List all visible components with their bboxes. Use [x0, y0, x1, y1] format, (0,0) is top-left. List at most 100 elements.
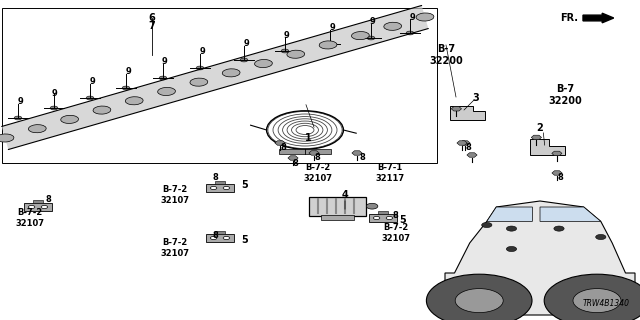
- Text: 8: 8: [45, 196, 51, 204]
- Text: 8: 8: [392, 211, 398, 220]
- Polygon shape: [2, 5, 428, 149]
- Ellipse shape: [222, 69, 240, 77]
- Ellipse shape: [416, 13, 434, 21]
- Text: 8: 8: [359, 154, 365, 163]
- Text: 8: 8: [280, 143, 286, 153]
- Circle shape: [211, 186, 217, 189]
- Polygon shape: [531, 135, 541, 140]
- Text: 9: 9: [125, 68, 131, 76]
- Text: 7: 7: [148, 21, 156, 31]
- Ellipse shape: [190, 78, 208, 86]
- Circle shape: [426, 274, 532, 320]
- Text: B-7
32200: B-7 32200: [429, 44, 463, 66]
- Ellipse shape: [255, 60, 273, 68]
- Bar: [2, 8, 437, 163]
- Circle shape: [196, 66, 204, 70]
- Text: 8: 8: [314, 154, 320, 163]
- Text: B-7-2
32107: B-7-2 32107: [303, 163, 333, 183]
- Circle shape: [28, 205, 35, 209]
- Polygon shape: [445, 201, 635, 315]
- Text: 5: 5: [242, 235, 248, 245]
- Polygon shape: [552, 151, 562, 156]
- Circle shape: [373, 216, 380, 220]
- Circle shape: [41, 205, 47, 209]
- Circle shape: [386, 216, 392, 220]
- Text: 3: 3: [472, 93, 479, 103]
- Circle shape: [50, 106, 58, 110]
- Polygon shape: [540, 207, 601, 221]
- Circle shape: [482, 222, 492, 228]
- Bar: [215, 231, 225, 234]
- Ellipse shape: [157, 87, 175, 95]
- Polygon shape: [352, 151, 362, 155]
- Text: TRW4B1340: TRW4B1340: [583, 299, 630, 308]
- Circle shape: [367, 36, 375, 40]
- Text: 9: 9: [89, 77, 95, 86]
- Circle shape: [455, 289, 503, 313]
- Circle shape: [86, 96, 94, 100]
- Text: 8: 8: [465, 143, 471, 153]
- Ellipse shape: [287, 50, 305, 58]
- Circle shape: [596, 235, 606, 240]
- Circle shape: [573, 289, 621, 313]
- Ellipse shape: [28, 125, 46, 133]
- Bar: [321, 215, 353, 220]
- Text: 9: 9: [162, 58, 168, 67]
- Polygon shape: [288, 156, 298, 160]
- Text: 9: 9: [52, 89, 58, 98]
- Text: B-7-2
32107: B-7-2 32107: [15, 208, 45, 228]
- Text: B-7-2
32107: B-7-2 32107: [161, 185, 189, 205]
- Polygon shape: [275, 141, 285, 145]
- Text: 8: 8: [212, 173, 218, 182]
- Text: B-7-2
32107: B-7-2 32107: [381, 223, 410, 243]
- Bar: [280, 149, 331, 154]
- Polygon shape: [451, 107, 461, 111]
- Circle shape: [122, 86, 130, 90]
- Ellipse shape: [93, 106, 111, 114]
- Ellipse shape: [319, 41, 337, 49]
- Text: B-7
32200: B-7 32200: [548, 84, 582, 106]
- Text: 9: 9: [329, 23, 335, 33]
- Polygon shape: [460, 141, 470, 145]
- Ellipse shape: [125, 97, 143, 105]
- Text: 2: 2: [536, 123, 543, 133]
- Ellipse shape: [351, 32, 369, 40]
- Text: 9: 9: [244, 38, 250, 47]
- Circle shape: [159, 76, 167, 80]
- Ellipse shape: [384, 22, 401, 30]
- Text: 9: 9: [17, 98, 23, 107]
- Ellipse shape: [61, 115, 79, 124]
- Polygon shape: [309, 151, 319, 155]
- Polygon shape: [457, 141, 467, 145]
- Circle shape: [223, 186, 230, 189]
- Text: 9: 9: [409, 12, 415, 21]
- Text: 5: 5: [399, 215, 406, 225]
- Polygon shape: [530, 139, 565, 155]
- Circle shape: [544, 274, 640, 320]
- Circle shape: [326, 42, 334, 46]
- FancyBboxPatch shape: [308, 197, 365, 216]
- Circle shape: [506, 246, 516, 252]
- Text: B-7-1
32117: B-7-1 32117: [376, 163, 404, 183]
- Circle shape: [211, 236, 217, 240]
- Bar: [206, 234, 234, 242]
- Ellipse shape: [0, 134, 14, 142]
- Circle shape: [14, 116, 22, 120]
- FancyArrow shape: [583, 13, 614, 23]
- Circle shape: [366, 203, 378, 209]
- Text: 8: 8: [557, 173, 563, 182]
- Polygon shape: [450, 106, 485, 120]
- Text: 1: 1: [305, 133, 312, 143]
- Polygon shape: [487, 207, 532, 221]
- Text: 5: 5: [242, 180, 248, 190]
- Circle shape: [554, 226, 564, 231]
- Text: 9: 9: [370, 17, 376, 26]
- Circle shape: [406, 31, 414, 35]
- Polygon shape: [552, 171, 562, 175]
- Bar: [378, 211, 388, 214]
- Text: 9: 9: [284, 30, 290, 39]
- Text: 6: 6: [148, 13, 156, 23]
- Bar: [369, 214, 397, 222]
- Text: 4: 4: [342, 190, 348, 200]
- Bar: [33, 200, 43, 203]
